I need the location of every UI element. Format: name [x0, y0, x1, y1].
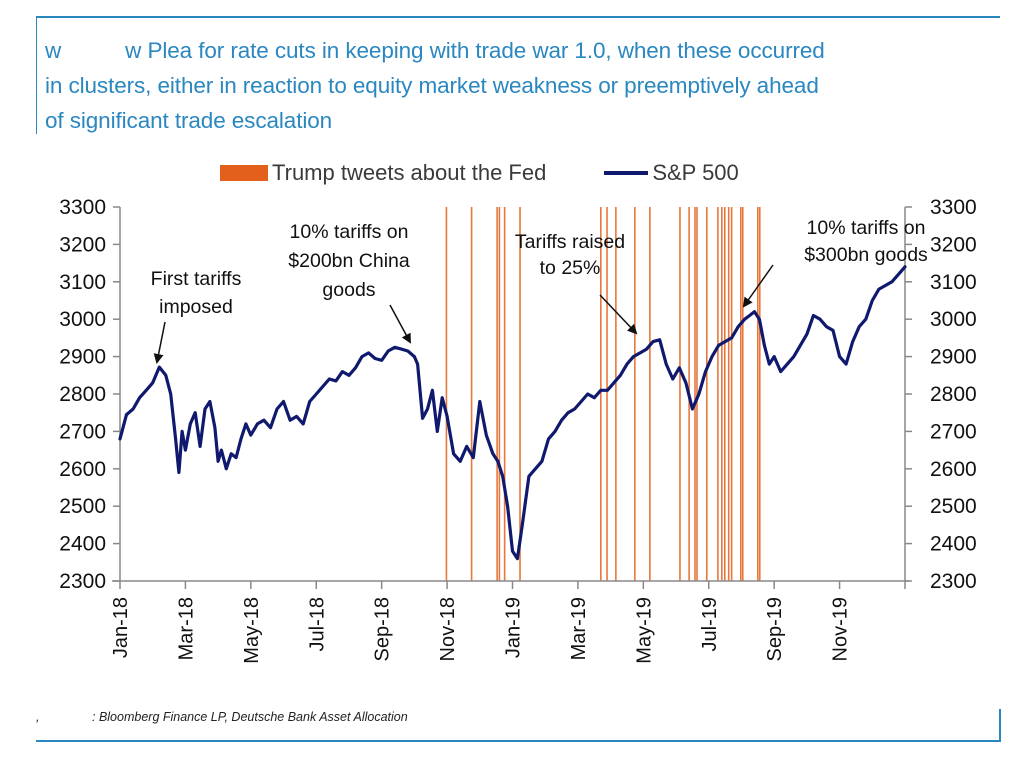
x-tick-label: Jan-18 [110, 597, 132, 658]
y-tick-label-left: 3300 [59, 196, 106, 219]
annotation-text: imposed [159, 296, 233, 318]
header-side-rule [36, 16, 37, 134]
header-rule [36, 16, 1000, 18]
x-tick-label: Jul-18 [306, 597, 328, 651]
y-tick-label-right: 2400 [930, 533, 977, 556]
headline-prefix: w [45, 38, 62, 63]
source-text: : Bloomberg Finance LP, Deutsche Bank As… [92, 710, 408, 724]
annotation-text: 10% tariffs on [807, 217, 926, 239]
annotation-arrow [599, 294, 638, 335]
x-tick-label: Nov-19 [830, 597, 852, 661]
y-tick-label-left: 2800 [59, 383, 106, 406]
x-tick-label: May-19 [633, 597, 655, 664]
x-tick-label: Jul-19 [699, 597, 721, 651]
x-tick-label: Nov-18 [437, 597, 459, 661]
x-tick-label: May-18 [241, 597, 263, 664]
chart-axes: 3300 3300 3200 3200 3100 3100 3000 3000 2900 2900… [59, 196, 976, 664]
legend-label-sp500: S&P 500 [652, 160, 739, 185]
headline-line-2: in clusters, either in reaction to equit… [45, 73, 819, 98]
source-lead: , [36, 710, 40, 724]
x-tick-label: Jan-19 [503, 597, 525, 658]
y-tick-label-left: 3100 [59, 271, 106, 294]
y-tick-label-right: 3300 [930, 196, 977, 219]
annotation-text: 10% tariffs on [290, 221, 409, 243]
chart-annotations: First tariffs imposed 10% tariffs on $200bn… [151, 217, 928, 364]
x-tick-label: Mar-18 [175, 597, 197, 660]
y-tick-label-right: 2300 [930, 570, 977, 593]
y-tick-label-right: 2500 [930, 495, 977, 518]
annotation-text: goods [322, 279, 375, 301]
y-tick-label-right: 2900 [930, 346, 977, 369]
source-note: , : Bloomberg Finance LP, Deutsche Bank A… [36, 710, 408, 724]
headline-line-3: of significant trade escalation [45, 108, 333, 133]
y-tick-label-right: 2600 [930, 458, 977, 481]
y-tick-label-right: 2800 [930, 383, 977, 406]
annotation-text: First tariffs [151, 268, 242, 290]
y-tick-label-left: 2900 [59, 346, 106, 369]
y-tick-label-right: 3100 [930, 271, 977, 294]
tweet-events [445, 207, 761, 581]
footer-side-rule [999, 709, 1001, 742]
y-tick-label-left: 2500 [59, 495, 106, 518]
headline: w w Plea for rate cuts in keeping with tr… [45, 33, 1005, 138]
annotation-text: $300bn goods [804, 244, 928, 266]
sp500-series [118, 265, 907, 561]
x-tick-label: Sep-18 [372, 597, 394, 662]
y-tick-label-left: 2400 [59, 533, 106, 556]
x-tick-label: Mar-19 [568, 597, 590, 660]
y-tick-label-right: 2700 [930, 420, 977, 443]
y-tick-label-left: 2600 [59, 458, 106, 481]
legend-swatch-sp500 [604, 171, 649, 175]
y-tick-label-left: 3200 [59, 233, 106, 256]
annotation-text: Tariffs raised [515, 231, 625, 253]
y-tick-label-left: 3000 [59, 308, 106, 331]
legend-label-tweets: Trump tweets about the Fed [272, 160, 547, 185]
headline-line-1: w Plea for rate cuts in keeping with tra… [125, 38, 825, 63]
annotation-arrow [389, 304, 411, 344]
y-tick-label-right: 3200 [930, 233, 977, 256]
footer-rule [36, 740, 1000, 742]
annotation-text: to 25% [540, 257, 601, 279]
y-tick-label-left: 2700 [59, 420, 106, 443]
sp500-line [118, 265, 907, 561]
annotation-arrow [742, 264, 774, 308]
annotation-text: $200bn China [288, 250, 410, 272]
chart-legend: Trump tweets about the Fed S&P 500 [220, 158, 739, 188]
y-tick-label-right: 3000 [930, 308, 977, 331]
y-tick-label-left: 2300 [59, 570, 106, 593]
annotation-arrow [153, 321, 166, 364]
x-tick-label: Sep-19 [764, 597, 786, 662]
legend-swatch-tweets [220, 165, 268, 181]
